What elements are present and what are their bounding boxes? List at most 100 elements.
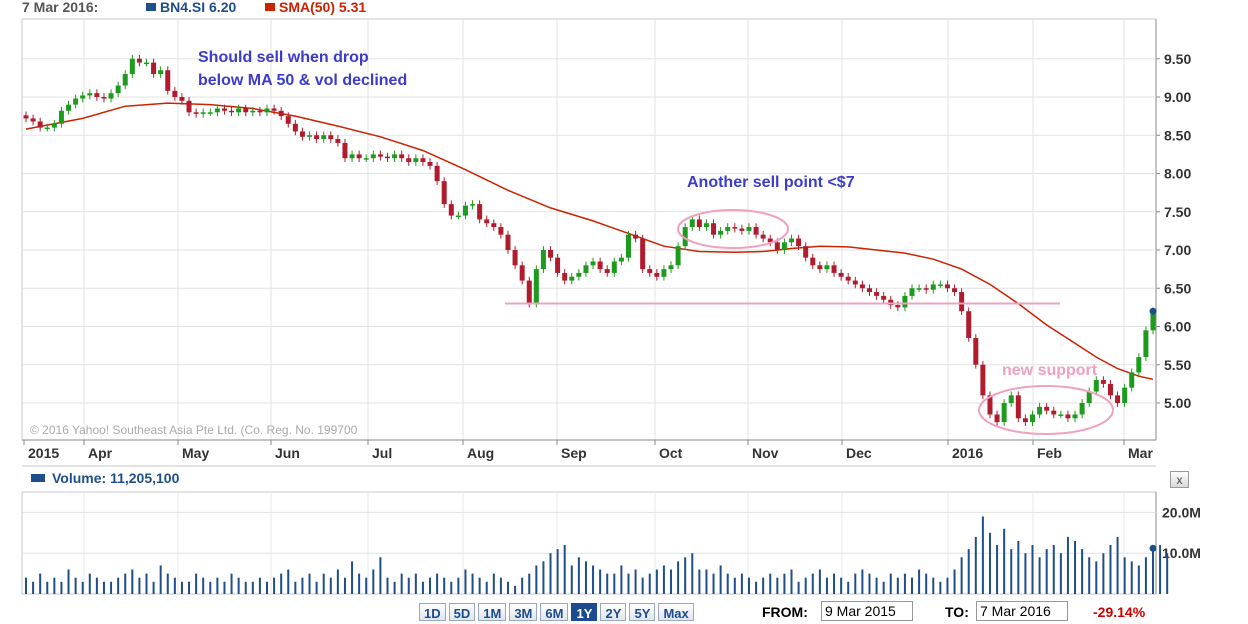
candle-body	[221, 108, 227, 111]
y-tick-label: 8.00	[1164, 166, 1191, 182]
volume-bar	[188, 581, 191, 594]
candle	[370, 150, 376, 163]
volume-bar	[315, 581, 318, 594]
candle-body	[859, 284, 865, 289]
candle	[356, 150, 362, 163]
volume-bar	[67, 569, 70, 594]
candle-body	[257, 110, 263, 113]
range-button-2y[interactable]: 2Y	[600, 603, 627, 621]
volume-bar	[124, 573, 127, 594]
volume-bar	[747, 577, 750, 594]
volume-bar	[996, 545, 999, 594]
volume-bar	[358, 573, 361, 594]
volume-bar	[74, 577, 77, 594]
candle-body	[420, 158, 426, 163]
volume-bar	[499, 577, 502, 594]
candle-body	[462, 205, 468, 216]
candle-body	[44, 127, 50, 130]
candle	[101, 93, 107, 103]
candle-body	[944, 284, 950, 289]
candle-body	[498, 227, 504, 235]
x-tick-label: 2015	[28, 445, 59, 461]
volume-bar	[294, 581, 297, 594]
volume-bar	[797, 581, 800, 594]
close-volume-button[interactable]: x	[1170, 471, 1189, 488]
range-button-1m[interactable]: 1M	[478, 603, 507, 621]
candle	[87, 89, 93, 100]
range-button-5d[interactable]: 5D	[448, 603, 476, 621]
candle	[448, 200, 454, 220]
range-button-max[interactable]: Max	[658, 603, 694, 621]
range-button-6m[interactable]: 6M	[540, 603, 569, 621]
candle-body	[696, 219, 702, 228]
candle	[342, 139, 348, 163]
candle	[760, 230, 766, 243]
candle-body	[796, 238, 802, 247]
x-tick-label: Feb	[1037, 445, 1062, 461]
candle	[384, 152, 390, 163]
candle	[930, 280, 936, 294]
volume-bar	[868, 573, 871, 594]
candle	[229, 106, 235, 117]
candle	[1001, 399, 1007, 426]
volume-bar	[1102, 553, 1105, 594]
candle	[214, 104, 220, 117]
candle-body	[342, 142, 348, 159]
last-price-marker	[1149, 307, 1157, 315]
candle-body	[1072, 414, 1078, 419]
candle	[647, 265, 653, 277]
volume-bar	[861, 569, 864, 594]
range-button-1y[interactable]: 1Y	[571, 603, 598, 621]
range-button-1d[interactable]: 1D	[419, 603, 446, 621]
from-date-input[interactable]	[821, 601, 913, 621]
volume-bar	[712, 573, 715, 594]
volume-bar	[641, 577, 644, 594]
candle	[455, 211, 461, 220]
to-date-input[interactable]	[976, 601, 1068, 621]
x-tick-label: 2016	[952, 445, 983, 461]
x-tick-label: Jun	[275, 445, 300, 461]
candle	[746, 223, 752, 235]
candle	[314, 131, 320, 143]
volume-bar	[783, 573, 786, 594]
candle	[278, 106, 284, 120]
y-tick-label: 7.50	[1164, 204, 1191, 220]
candle-body	[1030, 414, 1036, 423]
volume-bar	[755, 581, 758, 594]
volume-bar	[648, 573, 651, 594]
price-y-axis: 9.50 9.00 8.50 8.00 7.50 7.00 6.50 6.00 5.50 5.00	[1156, 51, 1191, 411]
candle-body	[817, 265, 823, 270]
price-grid	[22, 19, 1156, 440]
volume-bar	[762, 577, 765, 594]
candle	[633, 230, 639, 243]
range-button-3m[interactable]: 3M	[509, 603, 538, 621]
volume-legend-swatch	[31, 474, 45, 482]
volume-bar	[1109, 545, 1112, 594]
last-volume-marker	[1149, 544, 1157, 552]
candle	[307, 131, 313, 141]
candle-body	[292, 123, 298, 132]
candle-body	[852, 280, 858, 285]
volume-bar	[95, 577, 98, 594]
candle	[966, 307, 972, 342]
candle-body	[30, 118, 36, 122]
volume-bar	[258, 577, 261, 594]
candle	[335, 135, 341, 147]
legend-date: 7 Mar 2016:	[22, 0, 98, 15]
candle-body	[80, 95, 86, 99]
candle-body	[923, 288, 929, 290]
to-label: TO:	[945, 604, 969, 620]
volume-bar	[840, 577, 843, 594]
volume-bar	[606, 573, 609, 594]
change-percent: -29.14%	[1093, 604, 1146, 620]
range-button-5y[interactable]: 5Y	[629, 603, 656, 621]
volume-bar	[769, 573, 772, 594]
candle-body	[1037, 406, 1043, 415]
volume-bar	[506, 581, 509, 594]
candle-body	[399, 154, 405, 159]
volume-bar	[719, 565, 722, 594]
volume-bar	[195, 573, 198, 594]
candle	[661, 265, 667, 281]
candle	[292, 119, 298, 136]
